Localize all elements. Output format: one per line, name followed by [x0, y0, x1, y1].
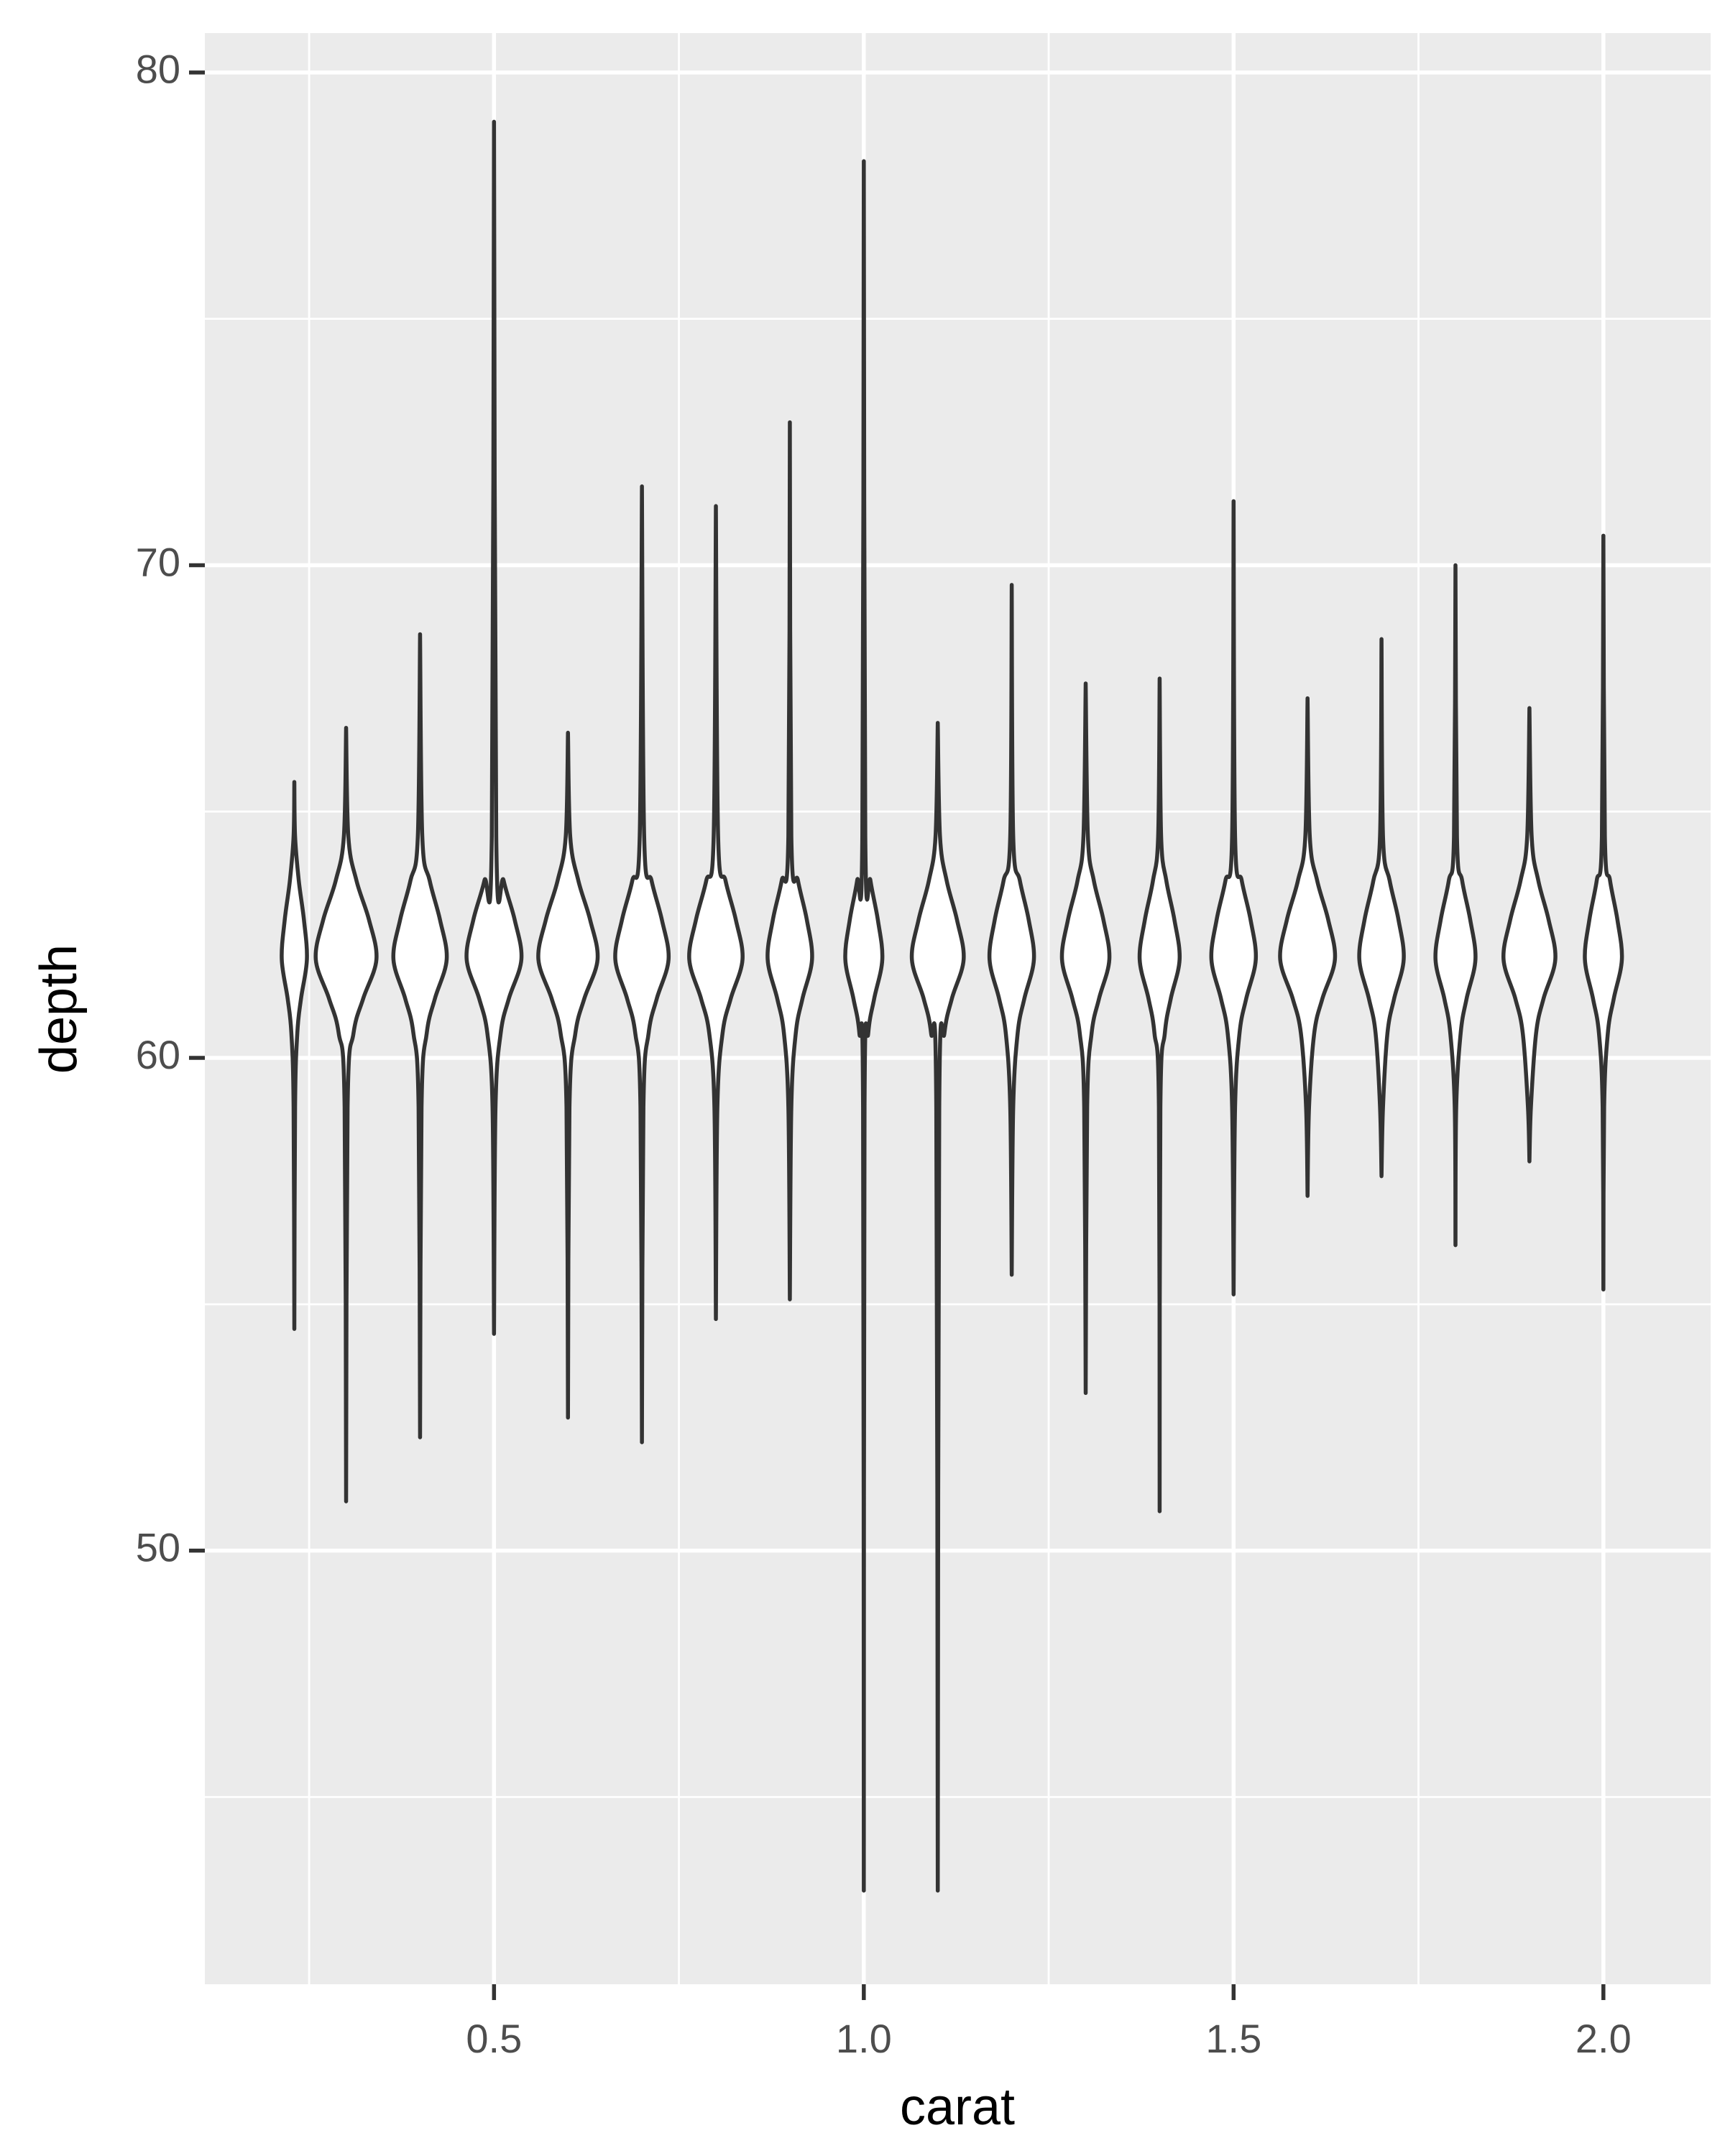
x-axis-title: carat	[900, 2078, 1015, 2136]
violin	[280, 780, 309, 1331]
violin	[1209, 499, 1259, 1296]
violin	[1278, 696, 1338, 1198]
violin	[1357, 637, 1406, 1179]
x-tick-label: 1.5	[1205, 2016, 1261, 2061]
violin	[687, 504, 745, 1322]
violin	[1501, 706, 1558, 1164]
violin	[613, 484, 671, 1445]
violin	[1433, 563, 1478, 1248]
x-tick-label: 1.0	[836, 2016, 892, 2061]
violin	[843, 159, 885, 1893]
violin	[909, 721, 966, 1893]
x-tick-label: 2.0	[1576, 2016, 1632, 2061]
violin	[536, 730, 600, 1420]
violin	[391, 632, 449, 1439]
violin	[1137, 676, 1182, 1514]
violin	[313, 725, 379, 1503]
y-tick-label: 80	[136, 47, 180, 92]
violin	[1059, 681, 1112, 1396]
violins	[280, 119, 1624, 1893]
y-axis-title: depth	[30, 944, 88, 1074]
y-tick-label: 50	[136, 1524, 180, 1570]
violin	[464, 119, 524, 1336]
axes: 50 60 70 80 0.5 1.0 1.5 2.0	[136, 47, 1632, 2061]
violin	[1583, 533, 1624, 1292]
violin	[765, 420, 814, 1302]
violin	[987, 583, 1036, 1277]
y-tick-label: 60	[136, 1032, 180, 1077]
x-tick-label: 0.5	[466, 2016, 522, 2061]
y-tick-label: 70	[136, 539, 180, 584]
